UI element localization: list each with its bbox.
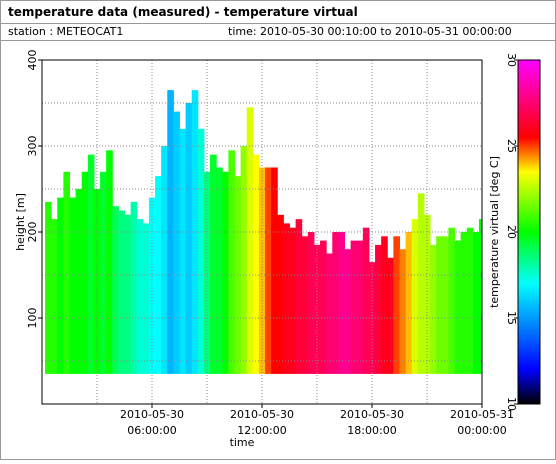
chart-title: temperature data (measured) - temperatur… — [8, 5, 358, 19]
column — [289, 227, 297, 374]
column — [240, 146, 248, 374]
column — [87, 154, 95, 374]
column — [430, 244, 437, 374]
column — [118, 210, 125, 374]
column — [173, 111, 180, 374]
station: station : METEOCAT1 — [8, 25, 123, 38]
column — [362, 227, 370, 374]
column — [320, 240, 327, 374]
column — [332, 232, 339, 374]
column — [69, 197, 77, 374]
column — [112, 206, 119, 374]
column — [252, 154, 260, 374]
x-tick-label: 18:00:00 — [347, 424, 396, 437]
x-tick-label: 2010-05-30 — [230, 408, 294, 421]
colorbar-tick-label: 20 — [505, 225, 518, 239]
column — [142, 223, 150, 374]
column — [381, 236, 388, 374]
column — [387, 257, 394, 374]
column — [478, 219, 482, 374]
column — [45, 201, 52, 374]
column — [75, 189, 83, 374]
column — [375, 244, 382, 374]
column — [100, 171, 107, 374]
colorbar-tick-label: 15 — [505, 311, 518, 325]
column — [295, 219, 303, 374]
column — [411, 219, 419, 374]
column — [246, 107, 254, 374]
y-tick-label: 300 — [26, 136, 39, 157]
column — [93, 189, 101, 374]
plot-border — [41, 59, 483, 405]
column — [350, 240, 358, 374]
column — [130, 201, 138, 374]
column — [301, 236, 309, 374]
x-tick-label: 06:00:00 — [127, 424, 176, 437]
column — [399, 249, 407, 374]
column — [436, 236, 443, 374]
x-axis-label: time — [230, 436, 255, 449]
column — [167, 90, 174, 374]
column — [460, 232, 468, 374]
column — [57, 197, 64, 374]
column — [307, 232, 315, 374]
column — [405, 232, 413, 374]
column — [472, 232, 480, 374]
column — [442, 236, 449, 374]
colorbar — [517, 59, 541, 405]
column — [185, 103, 193, 374]
column — [155, 176, 162, 374]
column — [228, 150, 235, 374]
y-tick-label: 400 — [26, 50, 39, 71]
column — [277, 214, 284, 374]
colorbar-tick-label: 30 — [505, 53, 518, 67]
column — [344, 249, 352, 374]
x-tick-label: 00:00:00 — [457, 424, 506, 437]
x-tick-label: 2010-05-31 — [450, 408, 514, 421]
x-tick-label: 2010-05-30 — [340, 408, 404, 421]
column — [124, 214, 132, 374]
column — [271, 167, 278, 374]
x-tick-label: 2010-05-30 — [120, 408, 184, 421]
column — [136, 219, 144, 374]
y-axis-label: height [m] — [14, 193, 27, 251]
column — [466, 227, 474, 374]
column — [210, 154, 217, 374]
x-tick-label: 12:00:00 — [237, 424, 286, 437]
column — [283, 223, 290, 374]
column — [356, 240, 364, 374]
column — [393, 236, 400, 374]
column — [448, 227, 455, 374]
column — [326, 253, 333, 374]
colorbar-tick-label: 10 — [505, 397, 518, 411]
column — [454, 240, 462, 374]
column — [203, 171, 211, 374]
column — [222, 171, 229, 374]
colorbar-label: temperature virtual [deg C] — [488, 156, 501, 308]
column — [51, 219, 58, 374]
column — [417, 193, 425, 374]
column — [63, 171, 70, 374]
column — [106, 150, 113, 374]
column — [265, 167, 272, 374]
column — [81, 171, 89, 374]
column — [216, 167, 223, 374]
column — [161, 146, 168, 374]
y-tick-label: 200 — [26, 222, 39, 243]
period: time: 2010-05-30 00:10:00 to 2010-05-31 … — [228, 25, 512, 38]
column — [179, 128, 187, 374]
column — [338, 232, 345, 374]
y-tick-label: 100 — [26, 308, 39, 329]
column — [197, 128, 205, 374]
colorbar-tick-label: 25 — [505, 139, 518, 153]
